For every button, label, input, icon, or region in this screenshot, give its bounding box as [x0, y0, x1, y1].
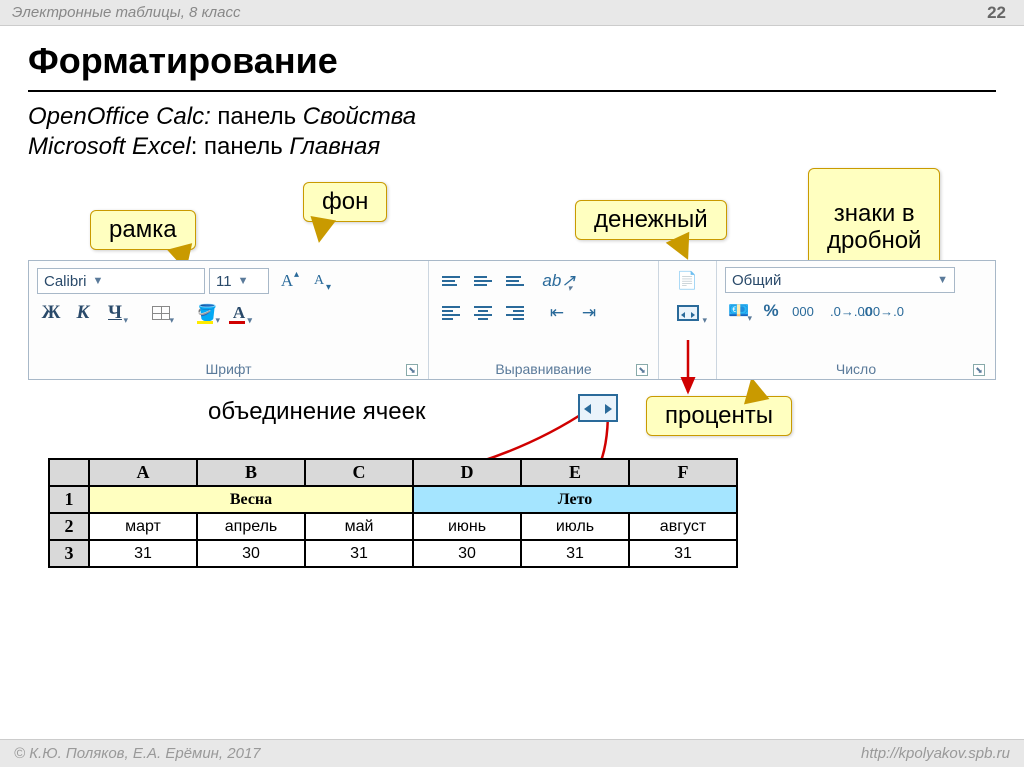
group-label-number: Число⬊ — [725, 360, 987, 377]
fill-color-button[interactable]: 🪣 — [193, 299, 221, 327]
number-format-combo[interactable]: Общий▼ — [725, 267, 955, 293]
merge-label: объединение ячеек — [208, 398, 426, 426]
grid-icon — [152, 306, 170, 320]
table-cell: июль — [521, 513, 629, 540]
font-size-combo[interactable]: 11▼ — [209, 268, 269, 294]
orientation-icon[interactable]: ab↗ — [545, 267, 573, 295]
borders-button[interactable] — [147, 299, 175, 327]
table-cell: апрель — [197, 513, 305, 540]
table-cell: 31 — [89, 540, 197, 567]
percent-button[interactable]: % — [757, 297, 785, 325]
row-header: 2 — [49, 513, 89, 540]
font-name-combo[interactable]: Calibri▼ — [37, 268, 205, 294]
subtitle-block: OpenOffice Calc: панель Свойства Microso… — [28, 102, 996, 162]
title-rule — [28, 90, 996, 92]
group-label-font: Шрифт⬊ — [37, 360, 420, 377]
table-cell: 30 — [413, 540, 521, 567]
col-header: E — [521, 459, 629, 486]
shrink-font-icon[interactable]: A▾ — [305, 267, 333, 295]
wrap-text-icon[interactable]: 📄 — [667, 267, 708, 295]
merge-icon-large — [578, 394, 618, 422]
ribbon-group-font: Calibri▼ 11▼ A▴ A▾ Ж К Ч — [29, 261, 429, 379]
font-color-button[interactable]: А — [225, 299, 253, 327]
callout-percent: проценты — [646, 396, 792, 436]
underline-button[interactable]: Ч — [101, 299, 129, 327]
launcher-icon[interactable]: ⬊ — [973, 364, 985, 376]
example-table: A B C D E F 1 Весна Лето 2 март апрель м… — [48, 458, 738, 568]
align-top-icon[interactable] — [437, 267, 465, 295]
table-cell: 30 — [197, 540, 305, 567]
inc-decimal-icon[interactable]: .0→.00 — [837, 297, 865, 325]
page-number: 22 — [987, 3, 1012, 23]
align-right-icon[interactable] — [501, 299, 529, 327]
header-left: Электронные таблицы, 8 класс — [12, 4, 240, 21]
thousands-button[interactable]: 000 — [789, 297, 817, 325]
footer-left: © К.Ю. Поляков, Е.А. Ерёмин, 2017 — [14, 745, 261, 762]
launcher-icon[interactable]: ⬊ — [406, 364, 418, 376]
callout-border: рамка — [90, 210, 196, 250]
grow-font-icon[interactable]: A▴ — [273, 267, 301, 295]
align-bottom-icon[interactable] — [501, 267, 529, 295]
ribbon-group-number: Общий▼ 💶 % 000 .0→.00 .00→.0 Число⬊ — [717, 261, 995, 379]
merge-cells-button[interactable] — [667, 299, 708, 327]
table-cell: 31 — [305, 540, 413, 567]
indent-dec-icon[interactable]: ⇤ — [543, 299, 571, 327]
table-cell: 31 — [629, 540, 737, 567]
slide-header: Электронные таблицы, 8 класс 22 — [0, 0, 1024, 26]
table-cell: июнь — [413, 513, 521, 540]
col-header: D — [413, 459, 521, 486]
slide-footer: © К.Ю. Поляков, Е.А. Ерёмин, 2017 http:/… — [0, 739, 1024, 767]
merge-icon — [677, 305, 699, 321]
merged-cell-summer: Лето — [413, 486, 737, 513]
table-cell: май — [305, 513, 413, 540]
table-cell: 31 — [521, 540, 629, 567]
row-header: 1 — [49, 486, 89, 513]
ribbon: Calibri▼ 11▼ A▴ A▾ Ж К Ч — [28, 260, 996, 380]
align-center-icon[interactable] — [469, 299, 497, 327]
ribbon-group-wrapmerge: 📄 — [659, 261, 717, 379]
group-label-align: Выравнивание⬊ — [437, 360, 650, 377]
dec-decimal-icon[interactable]: .00→.0 — [869, 297, 897, 325]
page-title: Форматирование — [28, 40, 996, 82]
footer-right: http://kpolyakov.spb.ru — [861, 745, 1010, 762]
col-header: C — [305, 459, 413, 486]
table-cell: август — [629, 513, 737, 540]
launcher-icon[interactable]: ⬊ — [636, 364, 648, 376]
table-corner — [49, 459, 89, 486]
row-header: 3 — [49, 540, 89, 567]
currency-button[interactable]: 💶 — [725, 297, 753, 325]
italic-button[interactable]: К — [69, 299, 97, 327]
merged-cell-spring: Весна — [89, 486, 413, 513]
callout-fill: фон — [303, 182, 387, 222]
bold-button[interactable]: Ж — [37, 299, 65, 327]
callout-currency: денежный — [575, 200, 727, 240]
table-cell: март — [89, 513, 197, 540]
align-left-icon[interactable] — [437, 299, 465, 327]
align-middle-icon[interactable] — [469, 267, 497, 295]
col-header: A — [89, 459, 197, 486]
col-header: F — [629, 459, 737, 486]
indent-inc-icon[interactable]: ⇥ — [575, 299, 603, 327]
ribbon-group-align: ab↗ ⇤ ⇥ Выравнивание⬊ — [429, 261, 659, 379]
col-header: B — [197, 459, 305, 486]
